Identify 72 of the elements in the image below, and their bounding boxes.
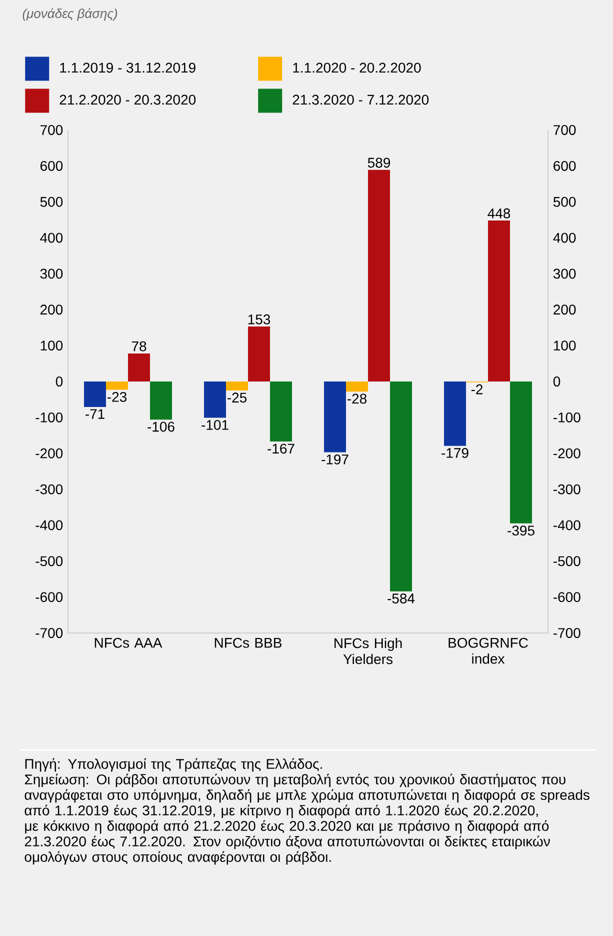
x-tick-label: NFCs AAA: [94, 638, 162, 648]
y-tick-label: -500: [36, 556, 63, 566]
legend-label: 1.1.2020 - 20.2.2020: [293, 62, 421, 73]
x-tick-label: BOGGRNFC index: [448, 638, 528, 664]
bar: [444, 382, 466, 446]
data-label: 153: [248, 314, 270, 324]
y2-tick-label: -100: [554, 412, 580, 422]
data-label: -2: [471, 384, 483, 394]
y2-tick-label: 400: [553, 232, 576, 243]
data-label: -584: [388, 594, 415, 604]
y-tick-label: 500: [40, 196, 63, 207]
y2-tick-label: -300: [554, 484, 580, 494]
bar: [346, 382, 368, 392]
y2-tick-label: 0: [553, 376, 560, 386]
data-label: -106: [148, 422, 174, 432]
x-tick-label: NFCs High Yielders: [334, 638, 402, 664]
y2-tick-label: -200: [554, 448, 580, 458]
y-tick-label: 0: [56, 376, 63, 386]
data-label: 589: [368, 158, 390, 168]
y-tick-label: 300: [40, 268, 63, 279]
y2-tick-label: 100: [554, 340, 576, 351]
y-tick-label: -300: [36, 484, 63, 494]
text: Πηγή: Υπολογισμοί της Τράπεζας της Ελλάδος.: [25, 758, 322, 772]
y-tick-label: 600: [40, 160, 63, 171]
y2-tick-label: -400: [554, 520, 580, 530]
bar: [488, 220, 510, 382]
bar: [368, 170, 390, 382]
y-tick-label: 400: [40, 232, 63, 243]
bar: [204, 382, 226, 418]
y-tick-label: -600: [36, 592, 63, 602]
data-label: -28: [348, 394, 367, 404]
y2-tick-label: 500: [553, 196, 576, 207]
y2-tick-label: -700: [554, 628, 580, 638]
y-tick-label: 700: [40, 125, 63, 135]
legend-label: 21.2.2020 - 20.3.2020: [60, 94, 196, 105]
data-label: -179: [442, 448, 468, 458]
bar: [390, 382, 412, 592]
bar: [150, 382, 172, 420]
data-label: -101: [202, 420, 228, 430]
y2-tick-label: 300: [553, 268, 576, 279]
bar: [510, 382, 532, 524]
y2-tick-label: 700: [554, 125, 576, 135]
y-tick-label: -200: [36, 448, 63, 458]
legend-label: 1.1.2019 - 31.12.2019: [60, 62, 196, 73]
legend-label: 21.3.2020 - 7.12.2020: [292, 94, 429, 105]
y-tick-label: -400: [36, 520, 63, 530]
bar: [270, 382, 292, 442]
data-label: -23: [108, 392, 126, 402]
data-label: -197: [322, 454, 348, 464]
y-tick-label: -700: [36, 628, 63, 638]
y-tick-label: 100: [40, 340, 63, 351]
text: (μονάδες βάσης): [22, 8, 118, 21]
bar: [128, 353, 150, 382]
y2-tick-label: -600: [554, 592, 580, 602]
y-tick-label: 200: [40, 304, 63, 315]
x-tick-label: NFCs BBB: [214, 638, 282, 648]
y2-tick-label: 200: [554, 304, 576, 315]
bar: [226, 382, 248, 390]
data-label: -167: [268, 444, 294, 454]
data-label: -395: [508, 526, 534, 536]
data-label: 448: [488, 208, 510, 218]
data-label: -71: [86, 409, 104, 419]
bar: [324, 382, 346, 452]
bar: [106, 382, 128, 390]
bar: [248, 326, 270, 382]
y2-tick-label: 600: [554, 160, 576, 171]
data-label: 78: [132, 341, 146, 352]
data-label: -25: [228, 392, 247, 403]
bar: [84, 382, 106, 408]
y-tick-label: -100: [36, 412, 63, 422]
y2-tick-label: -500: [554, 556, 580, 566]
text: Σημείωση: Οι ράβδοι αποτυπώνουν τη μεταβολή εντός του χρονικού διαστήματος που αναγράφεται στο υπόμνημα, δηλαδή με μπλε χρώμα αποτυπώνεται η διαφορά σε spreads από 1.1.2019 έως 31.12.2019, με κίτρινο η διαφορά από 1.1.2020 έως 20.2.2020, με κόκκινο η διαφορά από 21.2.2020 έως 20.3.2020 και με πράσινο η διαφορά από 21.3.2020 έως 7.12.2020. Στον οριζόντιο άξονα αποτυπώνονται οι δείκτες εταιρικών ομολόγων στους οποίους αναφέρονται οι ράβδοι.: [24, 774, 590, 865]
